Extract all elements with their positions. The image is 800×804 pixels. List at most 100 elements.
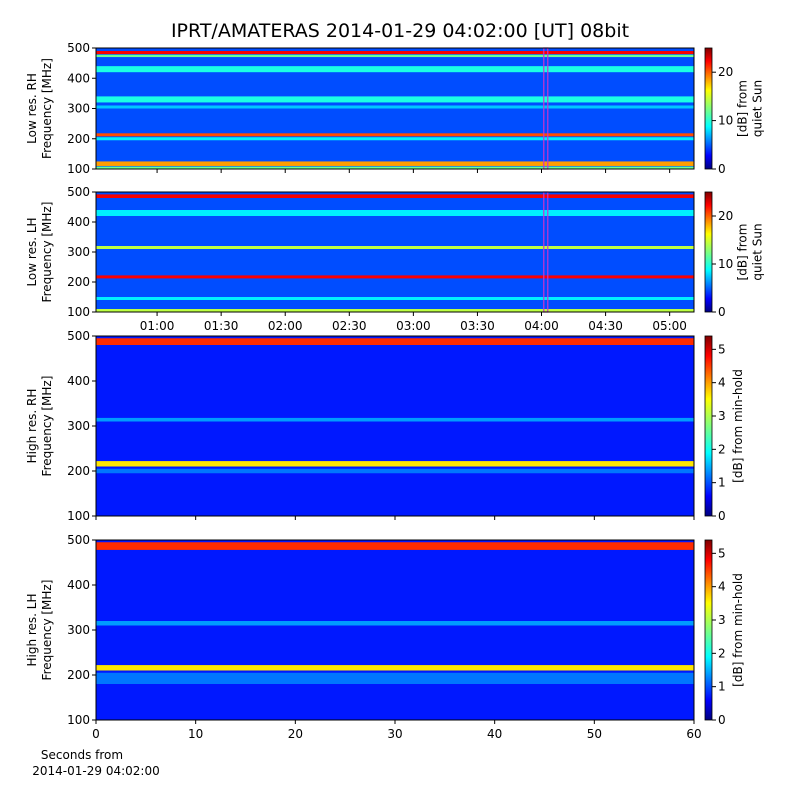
- colorbar-tick-label: 0: [718, 162, 726, 176]
- colorbar-tick-label: 3: [718, 409, 726, 423]
- heatmap-band: [96, 665, 694, 671]
- heatmap-band: [96, 461, 694, 467]
- y-tick-label: 300: [67, 419, 90, 433]
- y-axis-label: Frequency [MHz]: [40, 376, 54, 477]
- x-tick-label: 10: [188, 727, 203, 741]
- colorbar-label: [dB] from: [736, 80, 750, 137]
- colorbar-tick-label: 10: [718, 114, 733, 128]
- colorbar-tick-label: 10: [718, 257, 733, 271]
- x-tick-label: 0: [92, 727, 100, 741]
- x-tick-label: 20: [288, 727, 303, 741]
- y-tick-label: 100: [67, 305, 90, 319]
- colorbar-label: [dB] from min-hold: [731, 369, 745, 483]
- y-tick-label: 100: [67, 162, 90, 176]
- y-tick-label: 500: [67, 185, 90, 199]
- y-axis-label: High res. RH: [25, 389, 39, 464]
- heatmap-band: [96, 468, 694, 474]
- heatmap-band: [96, 133, 694, 137]
- y-tick-label: 400: [67, 215, 90, 229]
- colorbar-tick-label: 4: [718, 376, 726, 390]
- y-tick-label: 300: [67, 245, 90, 259]
- heatmap-band: [96, 210, 694, 216]
- x-tick-label: 30: [387, 727, 402, 741]
- x-tick-label: 50: [587, 727, 602, 741]
- heatmap-band: [96, 672, 694, 684]
- x-tick-label: 02:00: [268, 319, 303, 333]
- colorbar: [704, 191, 713, 313]
- y-tick-label: 300: [67, 102, 90, 116]
- heatmap-band: [96, 297, 694, 300]
- heatmap-band: [96, 51, 694, 55]
- heatmap-band: [96, 161, 694, 166]
- colorbar: [704, 47, 713, 170]
- colorbar-tick-label: 20: [718, 65, 733, 79]
- y-tick-label: 500: [67, 533, 90, 547]
- colorbar-tick-label: 2: [718, 646, 726, 660]
- colorbar: [704, 335, 713, 517]
- colorbar-label: [dB] from min-hold: [731, 573, 745, 687]
- colorbar-tick-label: 0: [718, 509, 726, 523]
- colorbar-tick-label: 3: [718, 613, 726, 627]
- y-tick-label: 200: [67, 668, 90, 682]
- y-axis-label: Frequency [MHz]: [40, 580, 54, 681]
- y-tick-label: 500: [67, 329, 90, 343]
- y-axis-label: Frequency [MHz]: [40, 58, 54, 159]
- x-tick-label: 04:30: [588, 319, 623, 333]
- x-axis-label: Seconds from: [41, 748, 123, 762]
- y-tick-label: 100: [67, 713, 90, 727]
- x-tick-label: 40: [487, 727, 502, 741]
- colorbar-tick-label: 5: [718, 546, 726, 560]
- x-tick-label: 60: [686, 727, 701, 741]
- heatmap-band: [96, 542, 694, 550]
- heatmap-band: [96, 54, 694, 58]
- heatmap-band: [96, 309, 694, 312]
- colorbar-tick-label: 2: [718, 442, 726, 456]
- y-tick-label: 400: [67, 374, 90, 388]
- title: IPRT/AMATERAS 2014-01-29 04:02:00 [UT] 0…: [171, 20, 629, 42]
- x-tick-label: 03:00: [396, 319, 431, 333]
- colorbar-label: quiet Sun: [751, 223, 765, 280]
- y-axis-label: High res. LH: [25, 593, 39, 666]
- colorbar-tick-label: 20: [718, 209, 733, 223]
- x-tick-label: 04:00: [524, 319, 559, 333]
- y-tick-label: 400: [67, 71, 90, 85]
- heatmap-band: [96, 338, 694, 345]
- heatmap-band: [96, 137, 694, 141]
- heatmap-band: [96, 105, 694, 109]
- x-tick-label: 02:30: [332, 319, 367, 333]
- heatmap-band: [96, 166, 694, 169]
- heatmap-band: [96, 417, 694, 422]
- colorbar-tick-label: 5: [718, 342, 726, 356]
- y-tick-label: 200: [67, 464, 90, 478]
- heatmap-background: [96, 540, 694, 720]
- colorbar-tick-label: 4: [718, 580, 726, 594]
- x-axis-label: 2014-01-29 04:02:00: [32, 764, 159, 778]
- heatmap-band: [96, 194, 694, 198]
- y-axis-label: Low res. LH: [25, 217, 39, 286]
- colorbar-tick-label: 0: [718, 305, 726, 319]
- y-tick-label: 400: [67, 578, 90, 592]
- heatmap-band: [96, 96, 694, 103]
- colorbar-tick-label: 0: [718, 713, 726, 727]
- heatmap-band: [96, 621, 694, 626]
- colorbar-label: quiet Sun: [751, 80, 765, 137]
- y-tick-label: 200: [67, 275, 90, 289]
- y-tick-label: 300: [67, 623, 90, 637]
- x-tick-label: 03:30: [460, 319, 495, 333]
- heatmap-band: [96, 66, 694, 73]
- heatmap-band: [96, 275, 694, 279]
- y-tick-label: 500: [67, 41, 90, 55]
- colorbar-tick-label: 1: [718, 680, 726, 694]
- colorbar-label: [dB] from: [736, 224, 750, 281]
- x-tick-label: 05:00: [652, 319, 687, 333]
- x-tick-label: 01:30: [204, 319, 239, 333]
- y-axis-label: Low res. RH: [25, 73, 39, 144]
- colorbar: [704, 539, 713, 721]
- x-tick-label: 01:00: [140, 319, 175, 333]
- colorbar-tick-label: 1: [718, 476, 726, 490]
- y-tick-label: 200: [67, 132, 90, 146]
- heatmap-background: [96, 336, 694, 516]
- y-axis-label: Frequency [MHz]: [40, 202, 54, 303]
- heatmap-band: [96, 246, 694, 249]
